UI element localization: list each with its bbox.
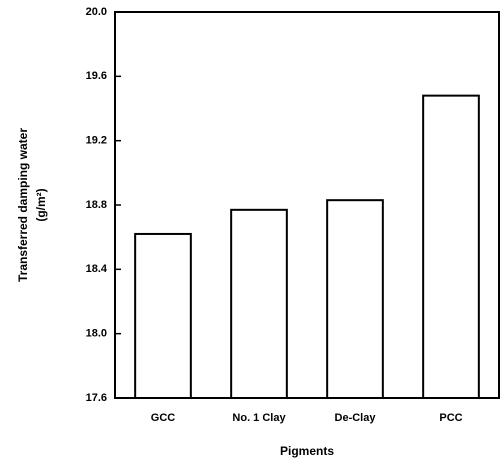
x-tick-label: PCC <box>439 412 462 424</box>
x-tick-label: No. 1 Clay <box>232 412 286 424</box>
x-axis-title: Pigments <box>280 444 334 458</box>
bar <box>230 208 288 399</box>
y-tick-label: 19.2 <box>86 135 107 147</box>
bar <box>134 232 192 399</box>
x-tick-label: De-Clay <box>335 412 377 424</box>
y-tick-label: 18.4 <box>86 263 108 275</box>
y-tick-label: 18.8 <box>86 199 107 211</box>
bar <box>326 199 384 399</box>
bar <box>422 94 480 399</box>
x-tick-label: GCC <box>151 412 176 424</box>
y-tick-label: 17.6 <box>86 392 107 404</box>
y-axis-title: Transferred damping water <box>16 128 30 282</box>
y-tick-label: 19.6 <box>86 70 107 82</box>
y-tick-label: 18.0 <box>86 328 107 340</box>
y-tick-label: 20.0 <box>86 6 107 18</box>
y-axis-title: (g/m²) <box>34 188 48 221</box>
